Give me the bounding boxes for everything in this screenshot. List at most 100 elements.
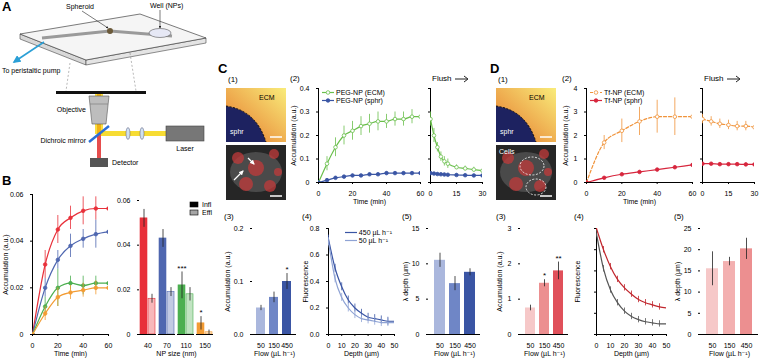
svg-text:Well (NPs): Well (NPs) bbox=[150, 2, 183, 10]
svg-text:0.3: 0.3 bbox=[300, 108, 310, 115]
svg-text:25: 25 bbox=[684, 225, 692, 232]
svg-text:**: ** bbox=[555, 254, 561, 263]
svg-text:Time (min): Time (min) bbox=[623, 198, 656, 206]
svg-text:0: 0 bbox=[327, 342, 331, 349]
svg-text:60: 60 bbox=[417, 190, 425, 197]
svg-text:50: 50 bbox=[527, 342, 535, 349]
svg-text:Flow (µL h⁻¹): Flow (µL h⁻¹) bbox=[709, 350, 750, 358]
svg-text:Accumulation (a.u.): Accumulation (a.u.) bbox=[562, 105, 570, 165]
svg-text:40: 40 bbox=[144, 342, 152, 349]
svg-text:0: 0 bbox=[317, 190, 321, 197]
svg-text:0: 0 bbox=[508, 331, 512, 338]
svg-text:0.8: 0.8 bbox=[310, 225, 320, 232]
svg-text:Spheroid: Spheroid bbox=[66, 3, 94, 11]
svg-text:0.1: 0.1 bbox=[234, 278, 244, 285]
svg-text:*: * bbox=[199, 308, 202, 317]
svg-text:2: 2 bbox=[508, 260, 512, 267]
svg-text:Objective: Objective bbox=[57, 106, 86, 114]
svg-text:50: 50 bbox=[257, 342, 265, 349]
svg-text:0: 0 bbox=[701, 190, 705, 197]
svg-text:NP size (nm): NP size (nm) bbox=[156, 350, 196, 358]
svg-text:50: 50 bbox=[663, 342, 671, 349]
svg-text:40: 40 bbox=[377, 342, 385, 349]
svg-text:1: 1 bbox=[574, 155, 578, 162]
svg-text:Time (min): Time (min) bbox=[353, 198, 386, 206]
svg-text:Depth (µm): Depth (µm) bbox=[344, 350, 379, 358]
svg-text:30: 30 bbox=[479, 190, 487, 197]
svg-text:0.6: 0.6 bbox=[310, 251, 320, 258]
svg-text:50: 50 bbox=[391, 342, 399, 349]
svg-text:2: 2 bbox=[574, 132, 578, 139]
svg-text:150: 150 bbox=[449, 342, 461, 349]
svg-text:150: 150 bbox=[268, 342, 280, 349]
svg-text:30: 30 bbox=[635, 342, 643, 349]
svg-text:50: 50 bbox=[709, 342, 717, 349]
svg-text:0: 0 bbox=[416, 331, 420, 338]
svg-text:30: 30 bbox=[751, 190, 759, 197]
svg-text:3: 3 bbox=[574, 108, 578, 115]
svg-text:20: 20 bbox=[349, 190, 357, 197]
svg-text:Fluorescence: Fluorescence bbox=[574, 260, 581, 302]
svg-text:0.4: 0.4 bbox=[300, 85, 310, 92]
svg-text:sphr: sphr bbox=[230, 128, 244, 136]
svg-text:5: 5 bbox=[688, 310, 692, 317]
svg-text:0.2: 0.2 bbox=[300, 132, 310, 139]
svg-text:40: 40 bbox=[653, 190, 661, 197]
svg-text:Time (min): Time (min) bbox=[54, 350, 87, 358]
svg-text:0: 0 bbox=[595, 342, 599, 349]
svg-text:50: 50 bbox=[436, 342, 444, 349]
svg-text:4: 4 bbox=[574, 85, 578, 92]
svg-text:0: 0 bbox=[306, 179, 310, 186]
svg-text:20: 20 bbox=[684, 246, 692, 253]
svg-text:Laser: Laser bbox=[176, 145, 194, 152]
svg-text:0: 0 bbox=[688, 331, 692, 338]
svg-text:0: 0 bbox=[574, 179, 578, 186]
svg-text:To peristaltic pump: To peristaltic pump bbox=[2, 67, 60, 75]
svg-text:450: 450 bbox=[553, 342, 565, 349]
svg-text:ECM: ECM bbox=[529, 94, 545, 101]
svg-text:0.04: 0.04 bbox=[117, 241, 131, 248]
svg-text:0.04: 0.04 bbox=[10, 237, 24, 244]
svg-text:10: 10 bbox=[412, 260, 420, 267]
svg-text:150: 150 bbox=[539, 342, 551, 349]
svg-text:450: 450 bbox=[741, 342, 753, 349]
svg-text:10: 10 bbox=[607, 342, 615, 349]
svg-text:Flow (µL h⁻¹): Flow (µL h⁻¹) bbox=[434, 350, 475, 358]
svg-text:450: 450 bbox=[281, 342, 293, 349]
svg-text:10: 10 bbox=[338, 342, 346, 349]
svg-text:0: 0 bbox=[127, 331, 131, 338]
svg-text:40: 40 bbox=[649, 342, 657, 349]
svg-text:0: 0 bbox=[31, 342, 35, 349]
svg-text:Accumulation (a.u.): Accumulation (a.u.) bbox=[224, 251, 232, 311]
svg-text:110: 110 bbox=[180, 342, 191, 349]
svg-text:60: 60 bbox=[105, 342, 113, 349]
svg-text:150: 150 bbox=[199, 342, 211, 349]
svg-text:0.02: 0.02 bbox=[117, 286, 131, 293]
svg-text:0.1: 0.1 bbox=[300, 155, 310, 162]
svg-text:150: 150 bbox=[724, 342, 736, 349]
svg-text:Fluorescence: Fluorescence bbox=[302, 260, 309, 302]
svg-text:0: 0 bbox=[585, 190, 589, 197]
svg-text:Accumulation (a.u.): Accumulation (a.u.) bbox=[2, 234, 10, 294]
svg-text:*: * bbox=[543, 271, 546, 280]
svg-text:10: 10 bbox=[684, 288, 692, 295]
svg-text:λ depth (µm): λ depth (µm) bbox=[402, 262, 410, 301]
svg-text:450: 450 bbox=[464, 342, 476, 349]
svg-text:30: 30 bbox=[364, 342, 372, 349]
svg-text:Flow (µL h⁻¹): Flow (µL h⁻¹) bbox=[524, 350, 565, 358]
svg-text:Cells: Cells bbox=[499, 148, 515, 155]
svg-text:5: 5 bbox=[416, 295, 420, 302]
svg-text:15: 15 bbox=[725, 190, 733, 197]
svg-text:Accumulation (a.u.): Accumulation (a.u.) bbox=[290, 105, 298, 165]
svg-text:sphr: sphr bbox=[500, 128, 514, 136]
svg-text:0: 0 bbox=[429, 190, 433, 197]
svg-text:20: 20 bbox=[54, 342, 62, 349]
svg-text:0.2: 0.2 bbox=[310, 304, 320, 311]
svg-text:0.0: 0.0 bbox=[310, 331, 320, 338]
svg-text:Depth (µm): Depth (µm) bbox=[614, 350, 649, 358]
svg-text:40: 40 bbox=[79, 342, 87, 349]
svg-text:Detector: Detector bbox=[112, 159, 139, 166]
svg-text:Accumulation (a.u.): Accumulation (a.u.) bbox=[496, 251, 504, 311]
svg-text:15: 15 bbox=[684, 267, 692, 274]
svg-text:0.06: 0.06 bbox=[10, 191, 24, 198]
